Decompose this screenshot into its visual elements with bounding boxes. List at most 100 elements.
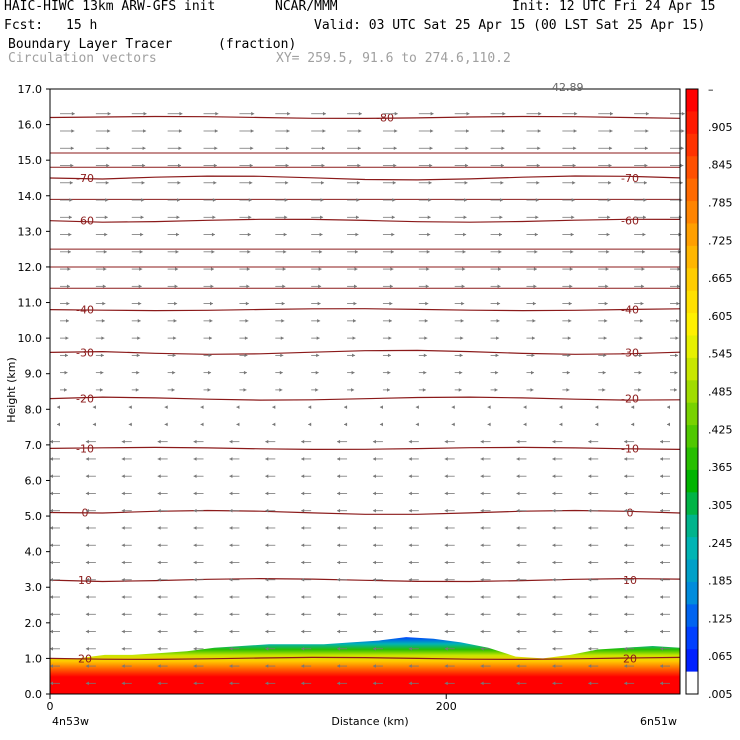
vector-arrowhead [643,180,647,185]
vector-arrowhead [50,681,53,686]
vector-arrowhead [480,664,484,668]
vector-arrowhead [50,577,53,582]
vector-arrowhead [106,146,110,151]
vector-arrowhead [408,526,412,530]
vector-arrowhead [236,422,240,427]
vector-arrowhead [538,111,542,116]
vector-arrowhead [496,336,500,340]
vector-arrowhead [465,163,469,168]
vector-arrowhead [265,508,269,513]
vector-arrowhead [424,336,428,340]
vector-arrowhead [679,180,683,185]
vector-arrowhead [429,163,433,168]
vector-arrowhead [193,508,197,513]
colorbar-swatch [686,492,698,516]
vector-arrowhead [173,336,177,340]
vector-arrowhead [570,250,574,254]
vector-arrowhead [50,491,53,496]
vector-arrowhead [173,319,177,323]
vector-arrowhead [523,422,527,427]
vector-arrowhead [680,163,684,168]
vector-arrowhead [321,180,325,185]
vector-arrowhead [308,405,312,409]
vector-arrowhead [624,491,628,496]
vector-arrowhead [372,526,376,530]
vector-arrowhead [229,560,233,565]
vector-arrowhead [660,577,663,582]
colorbar-label: – [708,83,714,96]
vector-arrowhead [68,232,72,237]
vector-arrowhead [415,405,419,409]
vector-arrowhead [209,336,213,340]
vector-arrowhead [301,560,305,565]
vector-arrowhead [121,595,125,599]
vector-arrowhead [157,508,161,513]
vector-arrowhead [424,319,428,323]
x-left-location: 4n53w [52,715,89,728]
vector-arrowhead [50,526,53,530]
vector-arrowhead [104,215,108,220]
vector-arrowhead [265,474,269,479]
vector-arrowhead [248,215,252,220]
vector-arrowhead [301,664,305,668]
vector-arrowhead [392,180,396,185]
vector-arrowhead [536,163,540,168]
y-tick-label: 3.0 [25,581,43,594]
vector-arrowhead [638,370,642,375]
vector-arrowhead [357,146,361,151]
vector-arrowhead [121,457,125,461]
vector-arrowhead [480,508,484,513]
vector-arrowhead [85,681,89,686]
vector-arrowhead [322,146,326,151]
vector-arrowhead [246,284,250,289]
vector-arrowhead [265,526,269,530]
vector-arrowhead [390,250,394,254]
y-tick-label: 12.0 [18,261,43,274]
vector-arrowhead [105,180,109,185]
temperature-contour [49,349,681,355]
vector-arrowhead [215,111,219,116]
vector-arrowhead [272,405,276,409]
vector-arrowhead [387,353,391,358]
vector-arrowhead [497,284,501,289]
vector-arrowhead [121,439,125,444]
vector-arrowhead [128,422,132,427]
vector-arrowhead [588,629,592,634]
y-tick-label: 13.0 [18,225,43,238]
vector-arrowhead [67,267,71,271]
vector-arrowhead [174,301,178,306]
vector-arrowhead [498,232,502,237]
vector-arrowhead [100,353,104,358]
vector-arrowhead [667,405,670,409]
vector-arrowhead [209,319,213,323]
colorbar-swatch [686,604,698,628]
vector-arrowhead [496,319,500,323]
vector-arrowhead [660,543,663,548]
vector-arrowhead [50,560,53,565]
y-axis-title: Height (km) [5,357,18,423]
vector-arrowhead [107,111,111,116]
vector-arrowhead [229,457,233,461]
vector-arrowhead [229,612,233,617]
vector-arrowhead [301,681,305,686]
vector-arrowhead [444,560,448,565]
vector-arrowhead [680,146,684,151]
colorbar-swatch [686,245,698,269]
vector-arrowhead [660,560,663,565]
vector-arrowhead [639,353,643,358]
vector-arrowhead [425,284,429,289]
vector-arrowhead [85,439,89,444]
vector-arrowhead [408,681,412,686]
vector-arrowhead [57,405,60,409]
vector-arrowhead [65,353,69,358]
vector-arrowhead [171,388,175,392]
vector-arrowhead [444,457,448,461]
vector-arrowhead [85,457,89,461]
vector-arrowhead [193,543,197,548]
vector-arrowhead [229,595,233,599]
vector-arrowhead [102,284,106,289]
colorbar-label: .845 [708,159,733,172]
vector-arrowhead [301,439,305,444]
vector-arrowhead [301,612,305,617]
vector-arrowhead [101,336,105,340]
